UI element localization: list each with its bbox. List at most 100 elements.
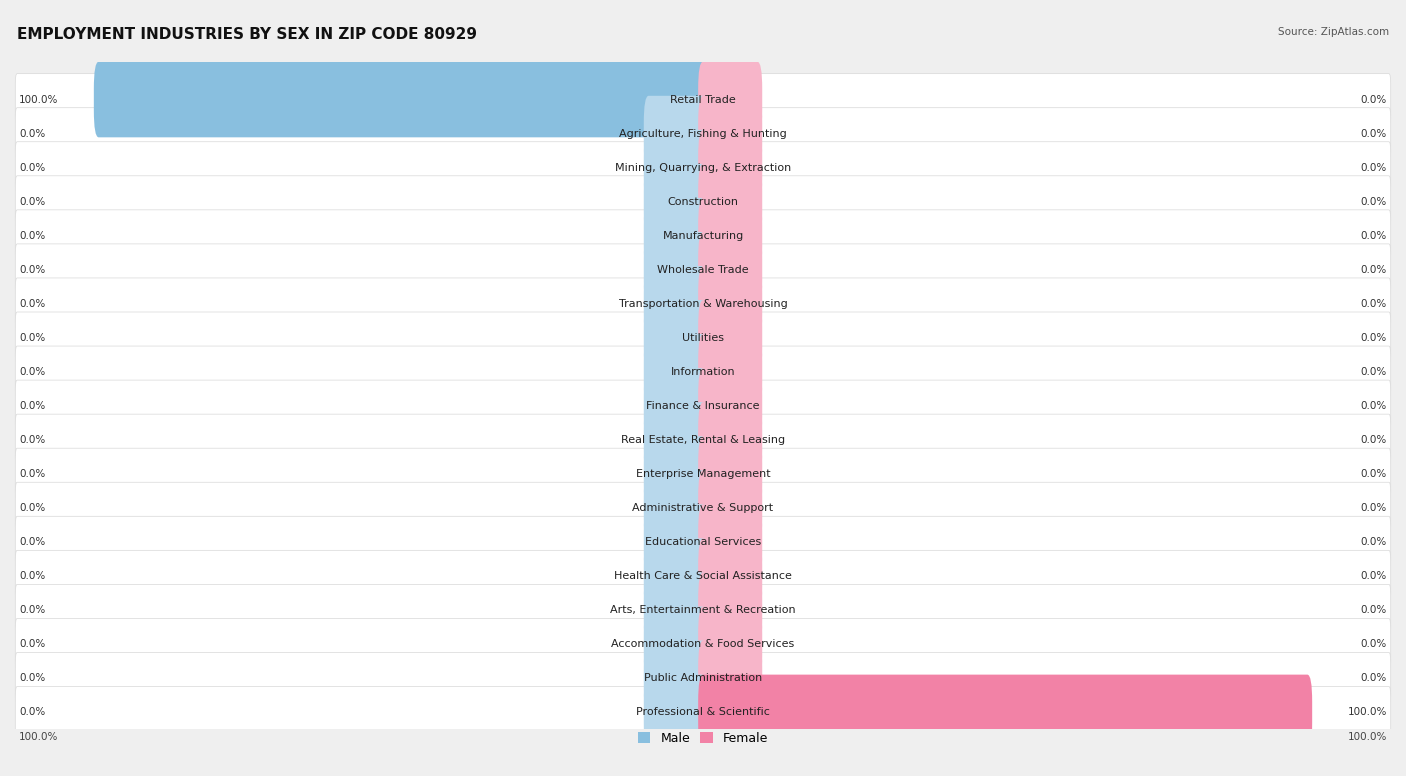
- FancyBboxPatch shape: [699, 573, 762, 648]
- Text: Agriculture, Fishing & Hunting: Agriculture, Fishing & Hunting: [619, 129, 787, 139]
- FancyBboxPatch shape: [699, 504, 762, 580]
- FancyBboxPatch shape: [644, 198, 707, 273]
- FancyBboxPatch shape: [15, 618, 1391, 670]
- FancyBboxPatch shape: [644, 504, 707, 580]
- FancyBboxPatch shape: [699, 607, 762, 682]
- FancyBboxPatch shape: [644, 640, 707, 716]
- Text: Real Estate, Rental & Leasing: Real Estate, Rental & Leasing: [621, 435, 785, 445]
- Text: 0.0%: 0.0%: [1361, 299, 1388, 309]
- FancyBboxPatch shape: [699, 436, 762, 512]
- FancyBboxPatch shape: [15, 278, 1391, 330]
- FancyBboxPatch shape: [699, 674, 1312, 750]
- Text: Retail Trade: Retail Trade: [671, 95, 735, 105]
- Text: Administrative & Support: Administrative & Support: [633, 503, 773, 513]
- Text: 0.0%: 0.0%: [18, 196, 45, 206]
- FancyBboxPatch shape: [15, 210, 1391, 262]
- FancyBboxPatch shape: [699, 95, 762, 171]
- Text: Enterprise Management: Enterprise Management: [636, 469, 770, 479]
- Text: 0.0%: 0.0%: [1361, 333, 1388, 343]
- FancyBboxPatch shape: [15, 312, 1391, 364]
- FancyBboxPatch shape: [15, 516, 1391, 568]
- Text: 0.0%: 0.0%: [18, 265, 45, 275]
- Text: 0.0%: 0.0%: [18, 503, 45, 513]
- Text: 0.0%: 0.0%: [18, 605, 45, 615]
- FancyBboxPatch shape: [699, 130, 762, 206]
- FancyBboxPatch shape: [15, 142, 1391, 193]
- FancyBboxPatch shape: [699, 266, 762, 341]
- Text: 0.0%: 0.0%: [18, 129, 45, 139]
- FancyBboxPatch shape: [699, 539, 762, 614]
- Text: EMPLOYMENT INDUSTRIES BY SEX IN ZIP CODE 80929: EMPLOYMENT INDUSTRIES BY SEX IN ZIP CODE…: [17, 27, 477, 42]
- Text: 0.0%: 0.0%: [18, 469, 45, 479]
- FancyBboxPatch shape: [699, 402, 762, 478]
- Text: Manufacturing: Manufacturing: [662, 230, 744, 241]
- Text: 0.0%: 0.0%: [18, 333, 45, 343]
- Text: Arts, Entertainment & Recreation: Arts, Entertainment & Recreation: [610, 605, 796, 615]
- FancyBboxPatch shape: [699, 232, 762, 307]
- Text: 100.0%: 100.0%: [18, 732, 58, 742]
- FancyBboxPatch shape: [644, 573, 707, 648]
- FancyBboxPatch shape: [15, 108, 1391, 159]
- Text: 100.0%: 100.0%: [18, 95, 58, 105]
- Text: Information: Information: [671, 367, 735, 377]
- FancyBboxPatch shape: [644, 130, 707, 206]
- FancyBboxPatch shape: [15, 414, 1391, 466]
- FancyBboxPatch shape: [644, 164, 707, 240]
- Text: 0.0%: 0.0%: [1361, 163, 1388, 172]
- Text: 0.0%: 0.0%: [18, 163, 45, 172]
- Text: Source: ZipAtlas.com: Source: ZipAtlas.com: [1278, 27, 1389, 37]
- FancyBboxPatch shape: [15, 482, 1391, 534]
- FancyBboxPatch shape: [15, 449, 1391, 500]
- Text: 0.0%: 0.0%: [1361, 435, 1388, 445]
- Legend: Male, Female: Male, Female: [633, 727, 773, 750]
- FancyBboxPatch shape: [699, 334, 762, 410]
- FancyBboxPatch shape: [699, 198, 762, 273]
- Text: 0.0%: 0.0%: [18, 708, 45, 718]
- Text: 0.0%: 0.0%: [18, 299, 45, 309]
- FancyBboxPatch shape: [699, 470, 762, 546]
- Text: 0.0%: 0.0%: [1361, 401, 1388, 411]
- Text: 0.0%: 0.0%: [1361, 605, 1388, 615]
- Text: Finance & Insurance: Finance & Insurance: [647, 401, 759, 411]
- FancyBboxPatch shape: [644, 402, 707, 478]
- Text: Professional & Scientific: Professional & Scientific: [636, 708, 770, 718]
- FancyBboxPatch shape: [644, 470, 707, 546]
- FancyBboxPatch shape: [644, 674, 707, 750]
- Text: 0.0%: 0.0%: [18, 537, 45, 547]
- Text: 0.0%: 0.0%: [18, 435, 45, 445]
- FancyBboxPatch shape: [644, 300, 707, 376]
- FancyBboxPatch shape: [15, 380, 1391, 432]
- Text: 0.0%: 0.0%: [1361, 469, 1388, 479]
- Text: 100.0%: 100.0%: [1348, 708, 1388, 718]
- FancyBboxPatch shape: [644, 232, 707, 307]
- Text: 0.0%: 0.0%: [18, 230, 45, 241]
- Text: Wholesale Trade: Wholesale Trade: [657, 265, 749, 275]
- FancyBboxPatch shape: [699, 62, 762, 137]
- FancyBboxPatch shape: [644, 334, 707, 410]
- FancyBboxPatch shape: [644, 436, 707, 512]
- Text: 0.0%: 0.0%: [18, 674, 45, 684]
- FancyBboxPatch shape: [644, 368, 707, 444]
- FancyBboxPatch shape: [15, 550, 1391, 602]
- Text: Health Care & Social Assistance: Health Care & Social Assistance: [614, 571, 792, 581]
- FancyBboxPatch shape: [15, 584, 1391, 636]
- Text: Construction: Construction: [668, 196, 738, 206]
- FancyBboxPatch shape: [644, 607, 707, 682]
- Text: 0.0%: 0.0%: [18, 639, 45, 650]
- Text: 0.0%: 0.0%: [1361, 571, 1388, 581]
- Text: 0.0%: 0.0%: [1361, 503, 1388, 513]
- Text: 0.0%: 0.0%: [18, 571, 45, 581]
- Text: 0.0%: 0.0%: [18, 401, 45, 411]
- Text: Accommodation & Food Services: Accommodation & Food Services: [612, 639, 794, 650]
- Text: 0.0%: 0.0%: [1361, 196, 1388, 206]
- FancyBboxPatch shape: [15, 74, 1391, 126]
- Text: 0.0%: 0.0%: [1361, 537, 1388, 547]
- FancyBboxPatch shape: [644, 266, 707, 341]
- Text: 0.0%: 0.0%: [18, 367, 45, 377]
- Text: 0.0%: 0.0%: [1361, 367, 1388, 377]
- Text: 100.0%: 100.0%: [1348, 732, 1388, 742]
- Text: Utilities: Utilities: [682, 333, 724, 343]
- FancyBboxPatch shape: [699, 368, 762, 444]
- Text: 0.0%: 0.0%: [1361, 95, 1388, 105]
- Text: 0.0%: 0.0%: [1361, 639, 1388, 650]
